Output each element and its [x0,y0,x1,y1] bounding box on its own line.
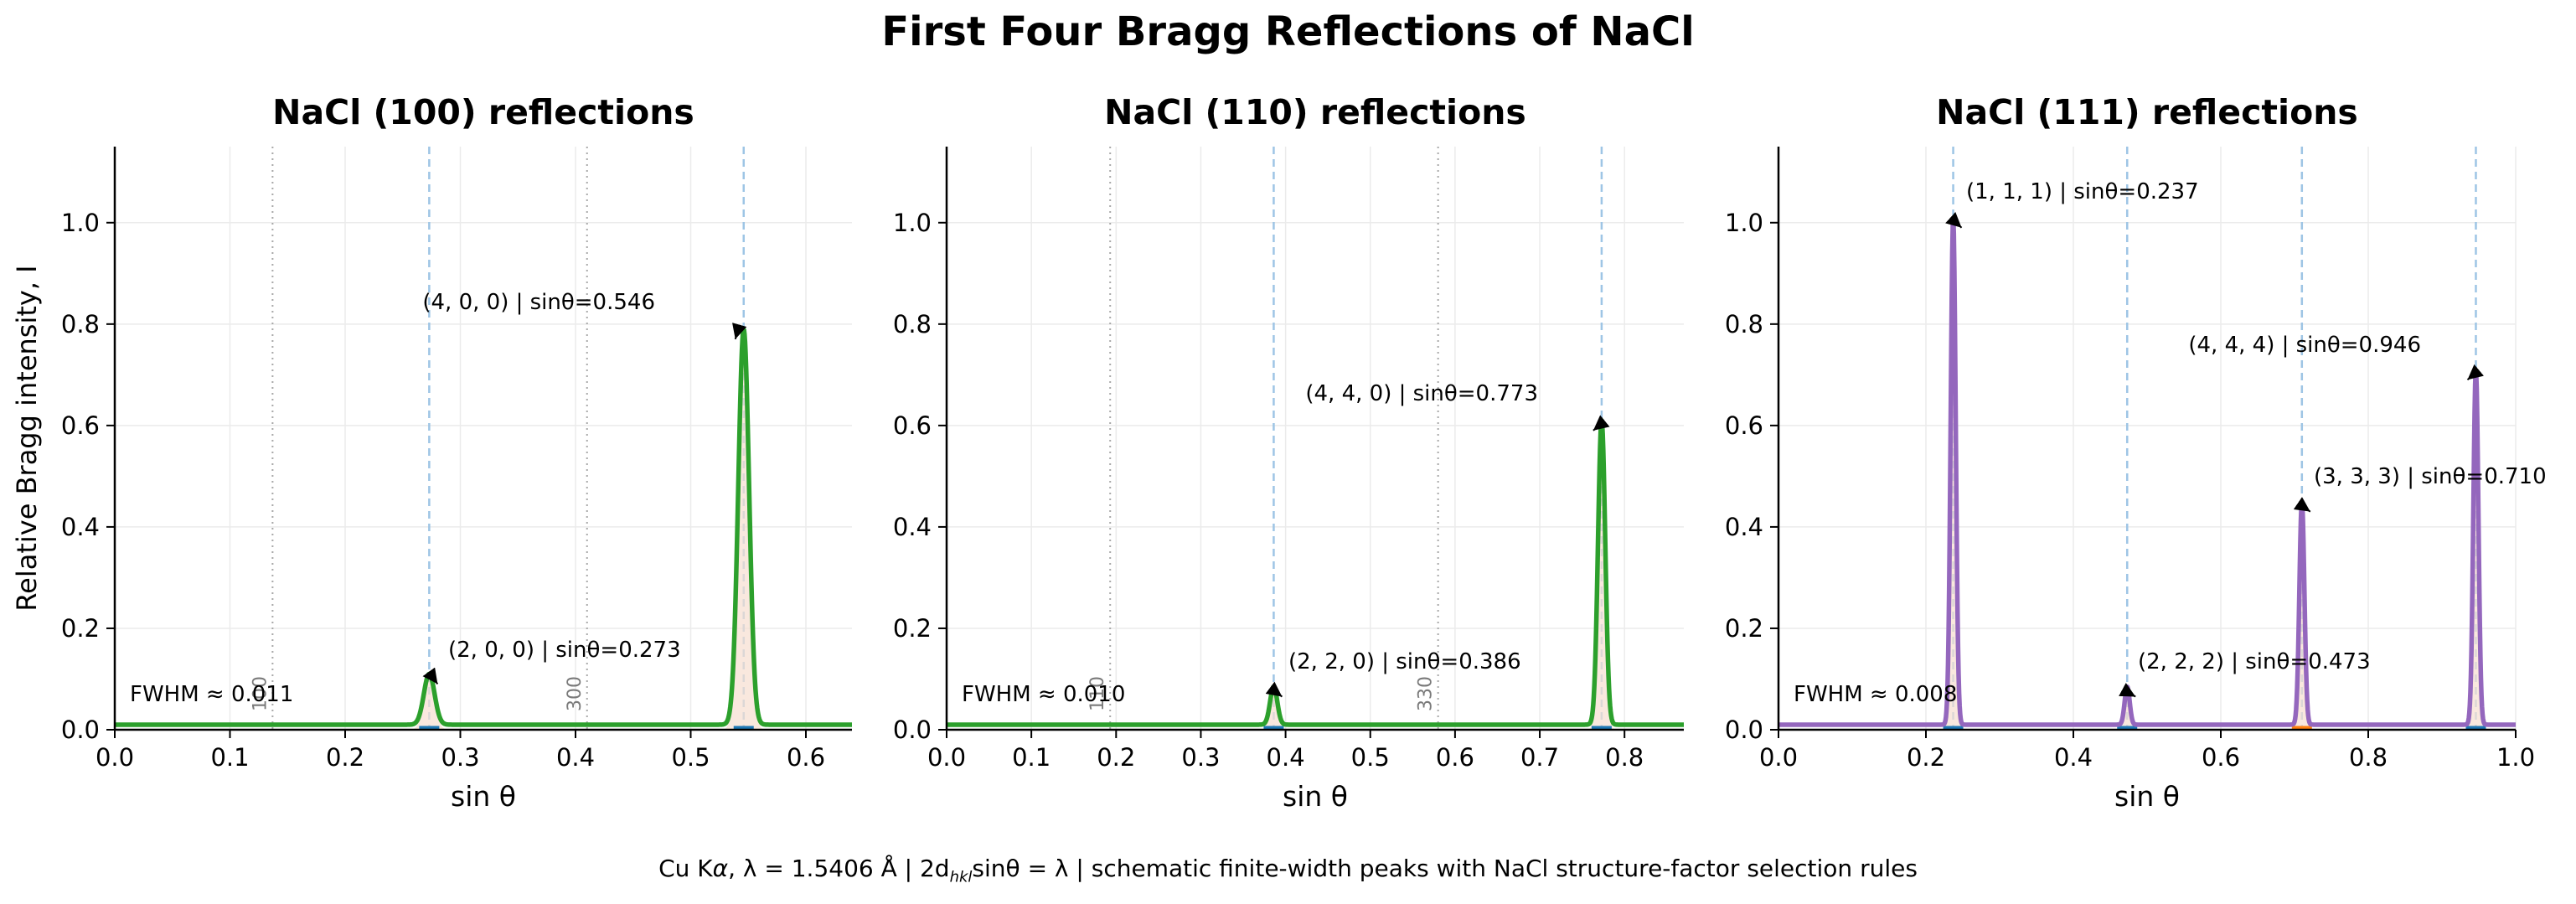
peak-annotation-arrow [1945,211,1963,229]
peak-fill [2291,501,2312,730]
peak-fill [722,328,766,730]
peak-annotation-arrow [1593,415,1610,431]
x-tick-label: 0.5 [1351,743,1390,772]
panel-title: NaCl (110) reflections [1104,92,1526,132]
panel-1: 100 300 0.0 0.1 0.2 0.3 0.4 0.5 0.6 0.0 0.2 0.4 0.6 0… [11,92,852,813]
series-line [947,418,1684,727]
panel-title: NaCl (100) reflections [272,92,694,132]
x-tick-label: 0.0 [927,743,966,772]
peak-annotation-arrow [422,667,439,685]
fwhm-annotation: FWHM ≈ 0.008 [1794,682,1957,707]
x-axis-label: sin θ [1283,780,1348,813]
y-tick-label: 0.4 [1725,513,1763,541]
x-tick-label: 0.7 [1520,743,1559,772]
peak-fill [2117,686,2138,730]
x-axis-label: sin θ [2114,780,2180,813]
peak-annotation-arrow [2293,497,2311,513]
peak-annotation-arrow [2119,683,2136,698]
peak-annotation: (4, 4, 0) | sinθ=0.773 [1305,381,1538,406]
y-tick-label: 0.6 [1725,411,1763,440]
x-tick-label: 0.1 [1012,743,1051,772]
x-tick-label: 0.2 [1907,743,1945,772]
x-tick-label: 0.8 [2349,743,2388,772]
y-tick-label: 0.0 [61,715,100,744]
x-tick-label: 0.6 [1436,743,1474,772]
forbidden-reflection-label: 110 [1087,676,1108,711]
y-tick-label: 1.0 [893,209,932,237]
y-tick-label: 0.2 [893,614,932,643]
x-tick-label: 0.6 [2202,743,2240,772]
peak-fill [2465,369,2486,730]
fwhm-annotation: FWHM ≈ 0.011 [130,682,293,707]
peak-annotation-arrow [1265,681,1283,698]
figure-title: First Four Bragg Reflections of NaCl [881,8,1695,55]
x-tick-label: 0.2 [1097,743,1135,772]
peak-annotation: (1, 1, 1) | sinθ=0.237 [1966,179,2199,204]
y-tick-label: 1.0 [1725,209,1763,237]
forbidden-reflection-label: 330 [1416,676,1437,711]
peak-annotation-arrow [732,323,747,340]
y-tick-label: 0.8 [1725,310,1763,338]
y-tick-label: 0.4 [893,513,932,541]
y-tick-label: 0.2 [61,614,100,643]
panel-3: 0.0 0.2 0.4 0.6 0.8 1.0 0.0 0.2 0.4 0.6 0.8 1.0 NaCl… [1725,92,2547,813]
y-tick-label: 0.4 [61,513,100,541]
x-tick-label: 0.1 [210,743,249,772]
peak-annotation: (4, 4, 4) | sinθ=0.946 [2188,333,2421,358]
peak-annotation: (2, 0, 0) | sinθ=0.273 [448,638,681,663]
y-tick-label: 0.6 [61,411,100,440]
x-tick-label: 0.3 [1181,743,1220,772]
forbidden-reflection-label: 100 [250,676,271,711]
x-axis-label: sin θ [451,780,516,813]
x-tick-label: 0.6 [787,743,825,772]
x-tick-label: 0.4 [556,743,595,772]
peak-fill [1259,686,1288,730]
x-tick-label: 0.4 [1267,743,1305,772]
panel-title: NaCl (111) reflections [1936,92,2358,132]
peak-fill [1587,420,1617,730]
x-tick-label: 0.0 [1759,743,1798,772]
series-line [115,327,852,727]
x-tick-label: 0.8 [1605,743,1644,772]
x-tick-label: 0.5 [671,743,710,772]
y-axis-label: Relative Bragg intensity, I [11,265,43,611]
figure-footnote: Cu Kα, λ = 1.5406 Å | 2dhklsinθ = λ | sc… [658,855,1918,886]
peak-annotation: (3, 3, 3) | sinθ=0.710 [2314,464,2547,489]
x-tick-label: 0.4 [2054,743,2093,772]
y-tick-label: 0.2 [1725,614,1763,643]
peak-annotation: (2, 2, 0) | sinθ=0.386 [1288,649,1521,674]
panel-2: 110 330 0.0 0.1 0.2 0.3 0.4 0.5 0.6 0.7 0.8 0.0 0.2 0… [893,92,1684,813]
y-tick-label: 1.0 [61,209,100,237]
y-tick-label: 0.0 [1725,715,1763,744]
x-tick-label: 0.2 [326,743,364,772]
y-tick-label: 0.6 [893,411,932,440]
peak-fill [1943,217,1964,730]
y-tick-label: 0.8 [61,310,100,338]
x-tick-label: 1.0 [2496,743,2535,772]
y-tick-label: 0.8 [893,310,932,338]
x-tick-label: 0.3 [441,743,479,772]
forbidden-reflection-label: 300 [565,676,586,711]
peak-annotation-arrow [2466,364,2485,381]
peak-annotation: (2, 2, 2) | sinθ=0.473 [2138,649,2371,674]
peak-annotation: (4, 0, 0) | sinθ=0.546 [422,290,655,315]
y-tick-label: 0.0 [893,715,932,744]
series-line [1778,215,2516,727]
x-tick-label: 0.0 [96,743,134,772]
peak-fill [407,674,452,730]
fwhm-annotation: FWHM ≈ 0.010 [962,682,1125,707]
